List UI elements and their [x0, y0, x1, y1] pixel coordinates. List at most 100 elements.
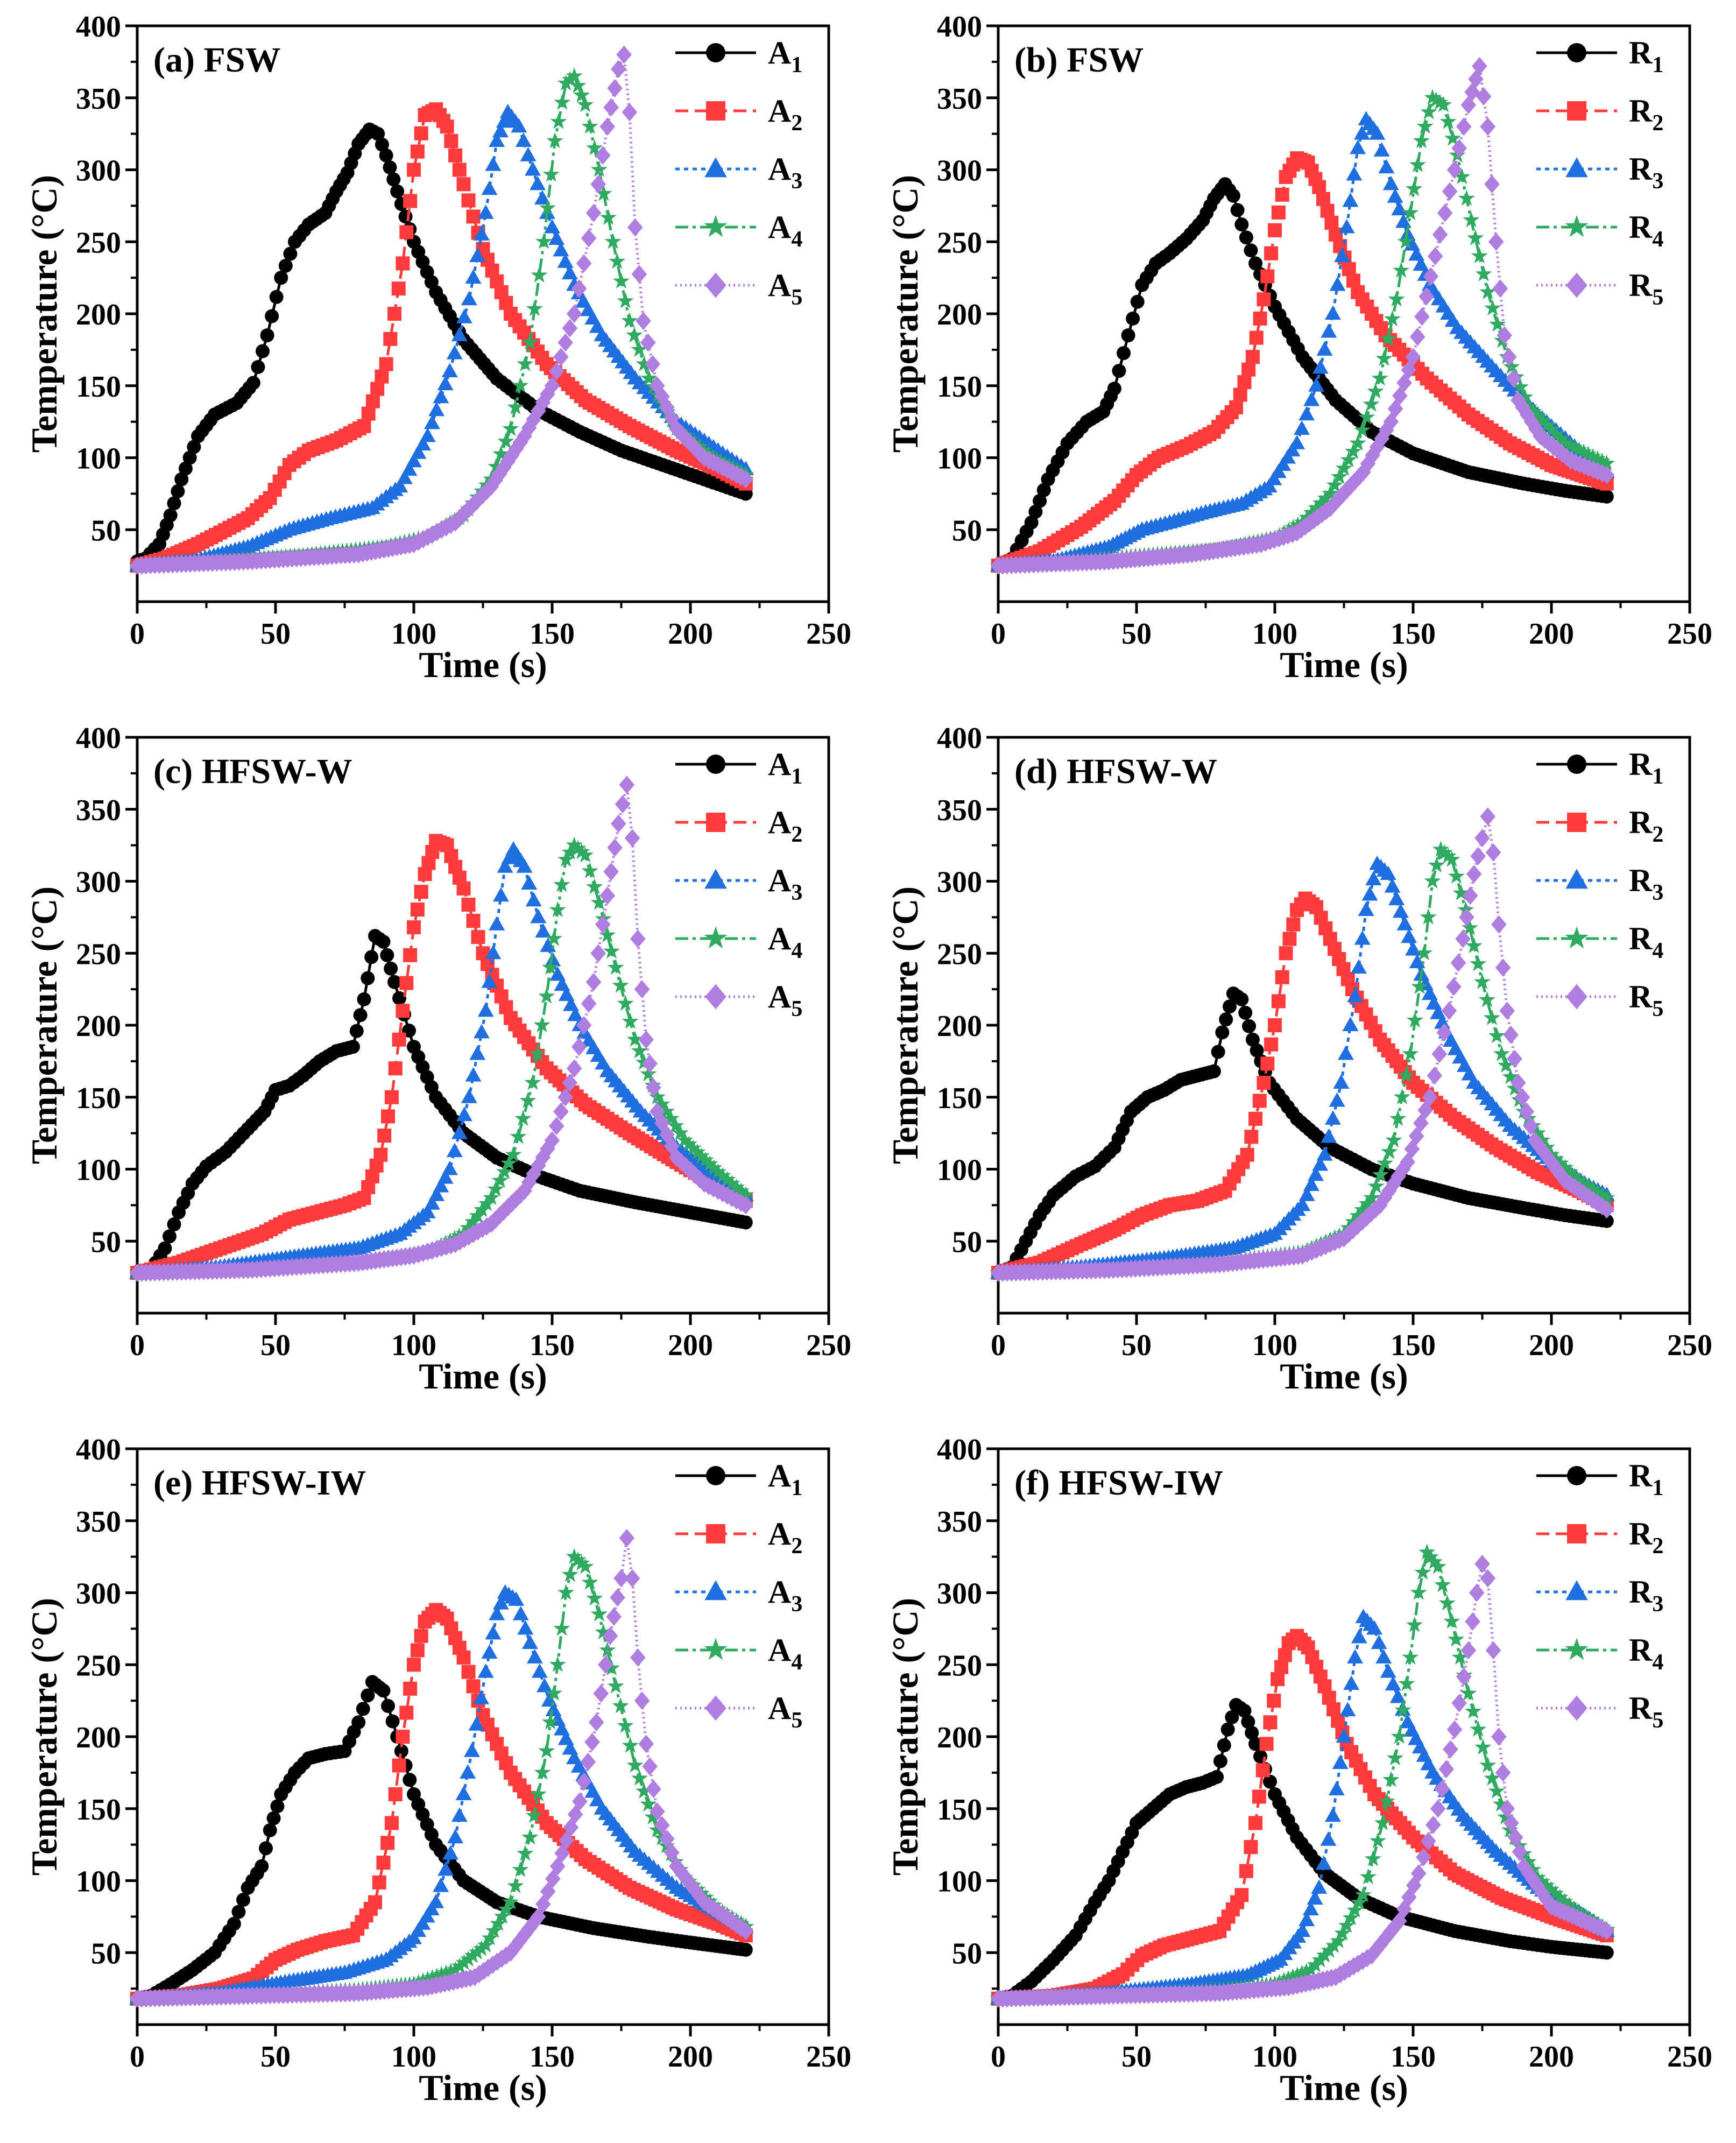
data-point-marker	[187, 440, 201, 454]
data-point-marker	[581, 994, 597, 1013]
data-point-marker	[437, 376, 454, 391]
data-point-marker	[1299, 406, 1315, 421]
data-point-marker	[539, 199, 556, 215]
data-point-marker	[1117, 346, 1131, 361]
data-point-marker	[446, 1143, 463, 1158]
data-point-marker	[1442, 182, 1458, 201]
legend-marker	[1567, 43, 1586, 62]
legend-marker	[1566, 984, 1587, 1010]
data-point-marker	[266, 1811, 281, 1825]
data-point-marker	[1575, 1175, 1592, 1191]
data-point-marker	[585, 972, 602, 991]
data-point-marker	[544, 376, 560, 395]
data-point-marker	[1465, 937, 1483, 953]
data-point-marker	[1404, 1140, 1420, 1158]
legend-entry-r5: R5	[1536, 979, 1663, 1021]
data-point-marker	[1428, 91, 1445, 108]
data-point-marker	[540, 1139, 555, 1158]
data-point-marker	[1437, 203, 1453, 222]
legend-marker	[706, 101, 725, 121]
data-point-marker	[701, 1155, 718, 1172]
data-point-marker	[530, 908, 547, 924]
data-point-marker	[1358, 1208, 1374, 1227]
data-point-marker	[259, 1841, 273, 1856]
data-point-marker	[658, 1103, 675, 1119]
data-point-marker	[1397, 233, 1414, 249]
data-point-marker	[167, 496, 181, 511]
data-point-marker	[1511, 391, 1526, 410]
data-point-marker	[1599, 489, 1614, 504]
data-point-marker	[1354, 421, 1371, 438]
data-point-marker	[1367, 383, 1384, 399]
data-point-marker	[351, 1715, 366, 1730]
y-tick-label: 150	[76, 370, 121, 404]
data-point-marker	[1329, 276, 1346, 291]
y-tick-label: 400	[937, 722, 982, 755]
data-point-marker	[1373, 142, 1390, 157]
data-point-marker	[1270, 463, 1287, 478]
data-point-marker	[489, 132, 505, 147]
data-point-marker	[1242, 1019, 1257, 1033]
data-point-marker	[361, 406, 376, 421]
legend-marker	[704, 926, 728, 949]
data-point-marker	[1322, 485, 1339, 501]
data-point-marker	[1260, 269, 1275, 284]
data-point-marker	[452, 163, 467, 177]
data-point-marker	[636, 312, 651, 330]
data-point-marker	[381, 1698, 396, 1713]
data-point-marker	[640, 1065, 657, 1082]
data-point-marker	[646, 1078, 661, 1097]
data-point-marker	[401, 461, 418, 476]
legend-marker	[705, 984, 726, 1010]
data-point-marker	[1570, 1172, 1587, 1188]
data-point-marker	[465, 269, 482, 284]
data-point-marker	[566, 836, 583, 852]
data-point-marker	[461, 291, 477, 306]
data-point-marker	[1367, 1200, 1384, 1218]
legend-subscript: 4	[791, 1650, 802, 1675]
data-point-marker	[269, 290, 284, 304]
data-point-marker	[530, 175, 546, 191]
data-point-marker	[1271, 205, 1286, 220]
y-tick-label: 350	[76, 1505, 121, 1539]
series-a5	[129, 45, 754, 575]
data-point-marker	[1534, 1131, 1551, 1148]
data-point-marker	[654, 1114, 670, 1132]
data-point-marker	[474, 1201, 491, 1217]
y-tick-label: 100	[76, 1154, 121, 1187]
data-point-marker	[1480, 117, 1496, 136]
data-point-marker	[1345, 1213, 1362, 1229]
legend-subscript: 1	[1652, 53, 1663, 77]
x-tick-label: 200	[668, 617, 713, 651]
data-point-marker	[576, 254, 592, 273]
data-point-marker	[1489, 315, 1506, 332]
data-point-marker	[709, 1163, 726, 1179]
data-point-marker	[1360, 454, 1376, 473]
series-line	[998, 897, 1607, 1274]
data-point-marker	[1593, 452, 1611, 469]
data-point-marker	[376, 1856, 391, 1870]
data-point-marker	[1485, 843, 1501, 862]
data-point-marker	[1512, 378, 1529, 394]
legend-marker	[704, 157, 727, 178]
data-point-marker	[1453, 168, 1471, 184]
data-point-marker	[1264, 1037, 1279, 1052]
legend-subscript: 5	[1652, 997, 1663, 1021]
data-point-marker	[510, 1128, 527, 1144]
y-axis-label: Temperature (°C)	[24, 175, 65, 453]
data-point-marker	[1379, 421, 1394, 440]
data-point-marker	[640, 370, 658, 386]
data-point-marker	[1345, 1221, 1361, 1239]
data-point-marker	[1245, 1032, 1260, 1047]
legend-marker	[1565, 869, 1588, 889]
data-point-marker	[403, 1773, 417, 1787]
data-point-marker	[617, 292, 634, 308]
data-point-marker	[497, 433, 514, 449]
data-point-marker	[1408, 246, 1425, 261]
data-point-marker	[1380, 865, 1396, 880]
data-point-marker	[612, 977, 629, 993]
data-point-marker	[396, 1730, 410, 1744]
x-tick-label: 100	[391, 617, 436, 651]
data-point-marker	[492, 445, 510, 461]
